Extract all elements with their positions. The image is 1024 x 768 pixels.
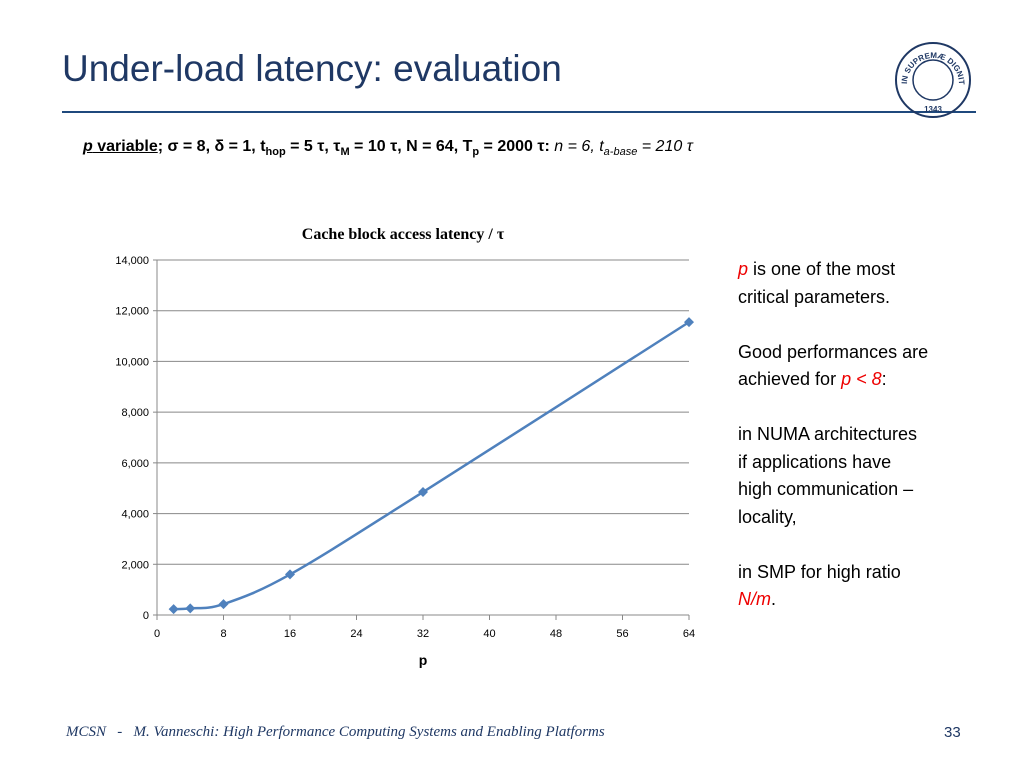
subtitle-part: a-base (603, 146, 638, 159)
note-text: Good performances are (738, 341, 929, 362)
note-line: Good performances are (738, 339, 928, 367)
note-text: is one of the most (748, 259, 896, 279)
logo-year: 1343 (924, 105, 942, 114)
y-tick-label: 8,000 (121, 407, 149, 419)
data-point (218, 599, 229, 610)
note-text: . (771, 589, 777, 609)
note-text: p (738, 259, 749, 279)
data-point (684, 317, 694, 328)
chart-title: Cache block access latency / τ (302, 226, 505, 243)
subtitle-part: ; σ = 8, δ = 1, t (157, 138, 266, 155)
note-line: locality, (738, 504, 928, 532)
note-text: in NUMA architectures (738, 424, 918, 444)
logo: IN SUPREMÆ DIGNITATIS 1343 (893, 40, 971, 118)
logo-inner (912, 59, 954, 101)
x-tick-label: 24 (350, 628, 362, 640)
x-tick-label: 0 (154, 628, 160, 640)
data-line (173, 321, 690, 611)
chart: Cache block access latency / τ p 0 2,000 4… (115, 226, 695, 668)
note-line: high communication – (738, 476, 928, 504)
data-point (418, 487, 428, 498)
note-line: N/m. (738, 586, 928, 614)
note-text: if applications have (738, 451, 892, 472)
note-text: in SMP for high ratio (738, 561, 901, 582)
y-tick-label: 14,000 (115, 255, 149, 267)
note-text: locality, (738, 506, 797, 527)
note-paragraph: in NUMA architectures if applications hav… (738, 421, 928, 531)
x-tick-label: 16 (284, 628, 296, 640)
title-rule (62, 111, 976, 113)
x-tick-label: 32 (417, 628, 429, 640)
footer-course: MCSN (66, 724, 107, 740)
data-point (168, 604, 179, 615)
y-tick-label: 12,000 (115, 306, 149, 318)
note-text: high communication – (738, 479, 914, 499)
y-tick-label: 6,000 (121, 458, 149, 470)
page-number: 33 (944, 724, 961, 741)
note-line: in SMP for high ratio (738, 559, 928, 587)
note-text: achieved for (738, 369, 842, 389)
x-tick-label: 64 (683, 628, 695, 640)
note-text: critical parameters. (738, 286, 891, 307)
note-paragraph: Good performances are achieved for p < 8: (738, 339, 928, 394)
x-tick-label: 40 (483, 628, 495, 640)
note-line: p is one of the most (738, 256, 928, 284)
note-line: critical parameters. (738, 284, 928, 312)
note-line: in NUMA architectures (738, 421, 928, 449)
x-tick-label: 48 (550, 628, 562, 640)
footer-sep: - (117, 724, 123, 740)
y-tick-label: 4,000 (121, 509, 149, 521)
subtitle-part: variable (92, 138, 158, 155)
subtitle-part: = 210 τ (637, 138, 693, 155)
data-point (185, 603, 196, 614)
subtitle-part: = 2000 τ: (479, 138, 555, 155)
x-axis-label: p (419, 652, 428, 668)
x-tick-label: 56 (616, 628, 628, 640)
note-line: if applications have (738, 449, 928, 477)
note-paragraph: p is one of the most critical parameters. (738, 256, 928, 311)
note-paragraph: in SMP for high ratio N/m. (738, 559, 928, 614)
subtitle-part: = 5 τ, τ (285, 138, 341, 155)
y-tick-label: 10,000 (115, 356, 149, 368)
note-text: : (881, 369, 887, 389)
notes: p is one of the most critical parameters.… (738, 256, 928, 641)
slide-title: Under-load latency: evaluation (62, 48, 562, 89)
y-tick-label: 2,000 (121, 559, 149, 571)
subtitle-part: p (472, 146, 480, 159)
note-text: N/m (738, 589, 771, 609)
subtitle: p variable; σ = 8, δ = 1, thop = 5 τ, τM… (83, 138, 693, 158)
subtitle-part: n = 6, t (554, 138, 604, 155)
note-line: achieved for p < 8: (738, 366, 928, 394)
subtitle-part: = 10 τ, N = 64, T (349, 138, 473, 155)
subtitle-part: M (340, 146, 350, 159)
footer: MCSN - M. Vanneschi: High Performance Co… (66, 724, 605, 741)
footer-author: M. Vanneschi: High Performance Computing… (133, 724, 605, 740)
x-tick-label: 8 (220, 628, 226, 640)
subtitle-part: p (83, 138, 93, 155)
data-point (285, 569, 295, 580)
note-text: p < 8 (841, 369, 882, 389)
subtitle-part: hop (265, 146, 286, 159)
logo-ring (895, 42, 971, 118)
y-tick-label: 0 (143, 610, 149, 622)
